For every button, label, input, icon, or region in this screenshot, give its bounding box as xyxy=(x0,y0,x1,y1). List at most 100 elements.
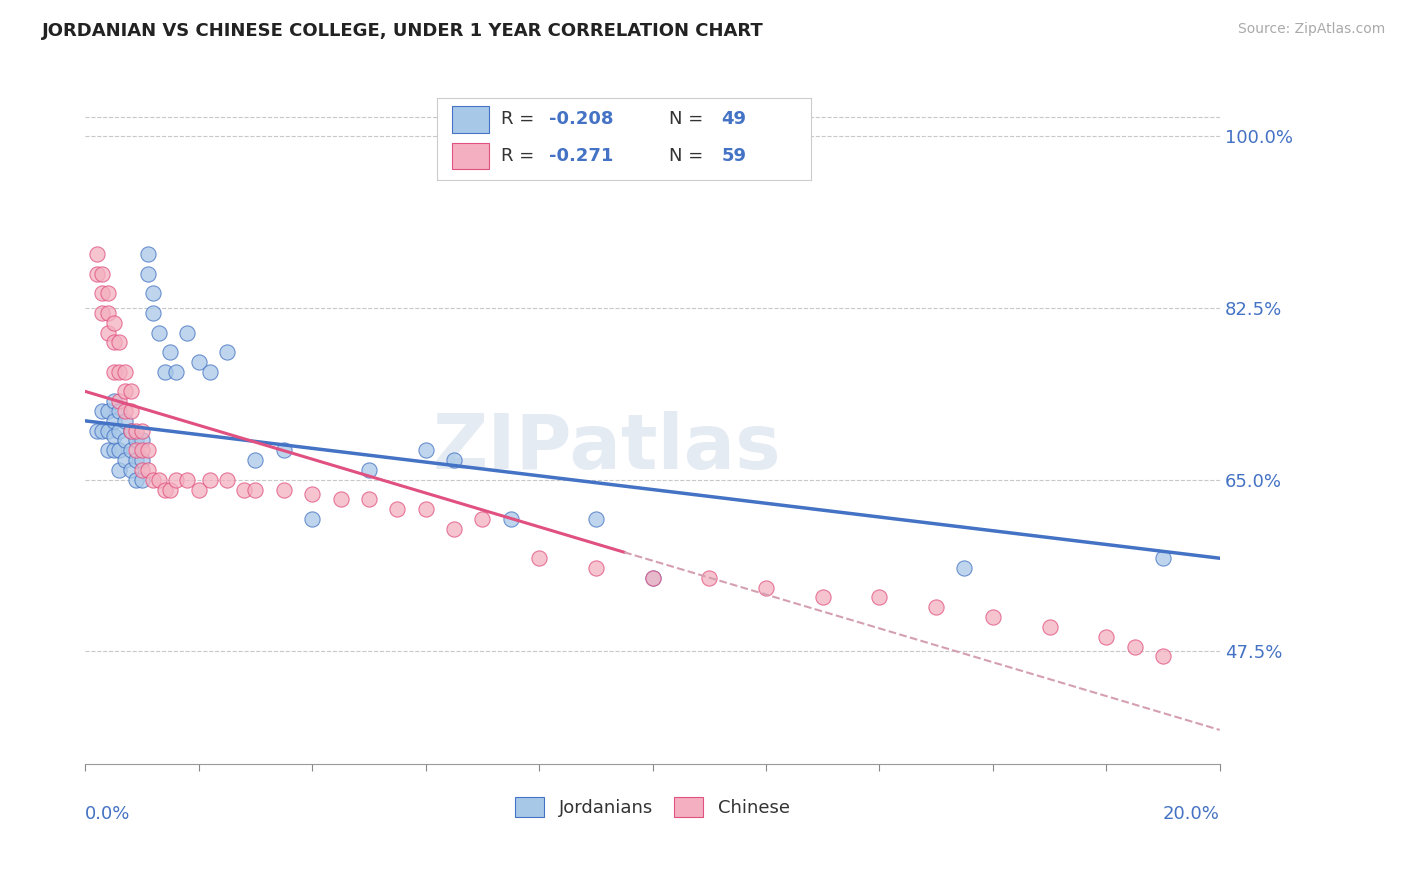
Point xyxy=(357,492,380,507)
Point xyxy=(103,394,125,409)
Text: Source: ZipAtlas.com: Source: ZipAtlas.com xyxy=(1237,22,1385,37)
Point xyxy=(108,443,131,458)
Point xyxy=(125,424,148,438)
Point xyxy=(97,306,120,320)
Point xyxy=(527,551,550,566)
Point xyxy=(97,443,120,458)
Point xyxy=(165,365,187,379)
Point xyxy=(415,502,437,516)
Point xyxy=(120,463,142,477)
Point xyxy=(136,267,159,281)
Point xyxy=(273,443,295,458)
Legend: Jordanians, Chinese: Jordanians, Chinese xyxy=(515,797,790,817)
Point xyxy=(499,512,522,526)
Point xyxy=(981,610,1004,624)
Point xyxy=(131,453,153,467)
Point xyxy=(329,492,352,507)
Point xyxy=(1123,640,1146,654)
Point xyxy=(97,286,120,301)
Point xyxy=(114,384,136,399)
Point xyxy=(148,326,170,340)
Point xyxy=(1152,649,1174,664)
Point xyxy=(103,335,125,350)
Point xyxy=(108,404,131,418)
Point xyxy=(120,404,142,418)
Point xyxy=(176,473,198,487)
Point xyxy=(273,483,295,497)
Point xyxy=(97,424,120,438)
Point xyxy=(131,424,153,438)
Point xyxy=(301,512,323,526)
Point xyxy=(125,434,148,448)
Point xyxy=(91,424,114,438)
Point xyxy=(953,561,976,575)
Point xyxy=(114,365,136,379)
Point xyxy=(108,335,131,350)
Point xyxy=(811,591,834,605)
Text: 0.0%: 0.0% xyxy=(86,805,131,823)
Point xyxy=(120,424,142,438)
Point xyxy=(108,463,131,477)
Point xyxy=(176,326,198,340)
Point xyxy=(125,473,148,487)
Point xyxy=(91,267,114,281)
Point xyxy=(165,473,187,487)
Point xyxy=(136,463,159,477)
Text: JORDANIAN VS CHINESE COLLEGE, UNDER 1 YEAR CORRELATION CHART: JORDANIAN VS CHINESE COLLEGE, UNDER 1 YE… xyxy=(42,22,763,40)
Point xyxy=(91,306,114,320)
Point xyxy=(142,306,165,320)
Point xyxy=(217,473,239,487)
Point xyxy=(153,365,176,379)
Point xyxy=(357,463,380,477)
Point xyxy=(148,473,170,487)
Point xyxy=(108,365,131,379)
Point xyxy=(114,434,136,448)
Point xyxy=(301,487,323,501)
Point xyxy=(142,473,165,487)
Point xyxy=(641,571,664,585)
Point xyxy=(86,247,108,261)
Point xyxy=(471,512,494,526)
Point xyxy=(131,473,153,487)
Point xyxy=(1152,551,1174,566)
Point xyxy=(125,453,148,467)
Point xyxy=(159,345,181,359)
Point xyxy=(97,404,120,418)
Point xyxy=(114,404,136,418)
Point xyxy=(142,286,165,301)
Point xyxy=(245,453,267,467)
Point xyxy=(187,483,209,497)
Point xyxy=(198,365,221,379)
Point xyxy=(187,355,209,369)
Point xyxy=(91,404,114,418)
Point xyxy=(114,414,136,428)
Point xyxy=(114,453,136,467)
Point xyxy=(125,443,148,458)
Point xyxy=(585,512,607,526)
Point xyxy=(131,463,153,477)
Point xyxy=(108,424,131,438)
Point xyxy=(925,600,948,615)
Point xyxy=(120,443,142,458)
Point xyxy=(1038,620,1060,634)
Point xyxy=(868,591,890,605)
Point xyxy=(697,571,720,585)
Point xyxy=(103,443,125,458)
Point xyxy=(91,286,114,301)
Point xyxy=(86,424,108,438)
Point xyxy=(443,522,465,536)
Point xyxy=(120,424,142,438)
Point xyxy=(641,571,664,585)
Point xyxy=(97,326,120,340)
Point xyxy=(755,581,778,595)
Text: ZIPatlas: ZIPatlas xyxy=(433,411,782,485)
Point xyxy=(443,453,465,467)
Point xyxy=(131,434,153,448)
Point xyxy=(103,428,125,442)
Point xyxy=(120,384,142,399)
Point xyxy=(136,443,159,458)
Point xyxy=(245,483,267,497)
Point xyxy=(108,394,131,409)
Point xyxy=(198,473,221,487)
Point xyxy=(217,345,239,359)
